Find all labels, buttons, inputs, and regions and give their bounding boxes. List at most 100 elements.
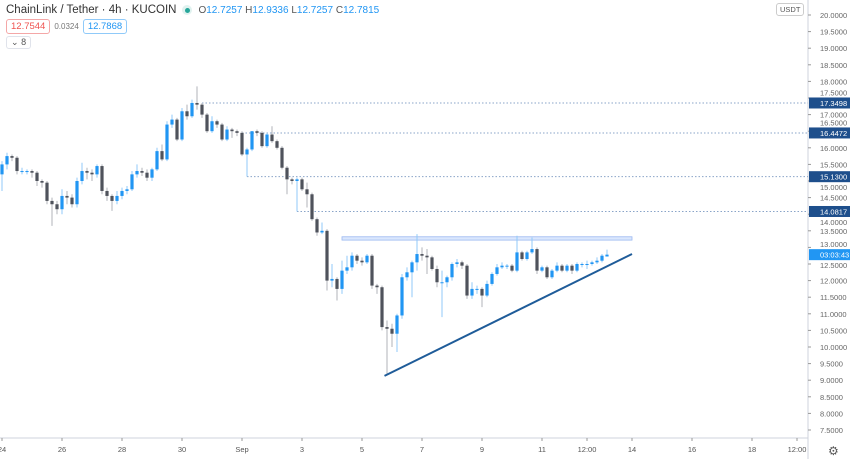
- indicators-toggle-button[interactable]: ⌄ 8: [6, 36, 32, 49]
- candle-body: [30, 171, 34, 173]
- candle-body: [445, 277, 449, 283]
- candle-body: [470, 288, 474, 296]
- candle-body: [415, 254, 419, 263]
- x-tick-label: 18: [748, 445, 756, 454]
- candle-body: [10, 156, 14, 158]
- candle-body: [370, 255, 374, 286]
- candle-body: [190, 102, 194, 117]
- candle-body: [235, 131, 239, 133]
- candle-body: [510, 265, 514, 271]
- y-tick-label: 12.0000: [820, 277, 847, 286]
- candle-body: [355, 255, 359, 261]
- chevron-down-icon: ⌄: [11, 37, 19, 47]
- candle-body: [425, 255, 429, 258]
- candle-body: [420, 254, 424, 256]
- x-tick-label: 3: [300, 445, 304, 454]
- candle-body: [70, 197, 74, 205]
- y-tick-label: 9.5000: [820, 360, 843, 369]
- candle-body: [560, 265, 564, 271]
- candle-body: [15, 157, 19, 172]
- candle-body: [180, 111, 184, 140]
- candle-body: [95, 166, 99, 175]
- y-tick-label: 12.5000: [820, 261, 847, 270]
- candle-body: [570, 265, 574, 271]
- currency-button[interactable]: USDT: [776, 3, 805, 16]
- candle-body: [515, 252, 519, 271]
- candle-body: [335, 278, 339, 289]
- y-tick-label: 7.5000: [820, 426, 843, 435]
- candle-body: [0, 164, 4, 175]
- gear-icon[interactable]: ⚙: [828, 444, 839, 458]
- y-tick-label: 19.5000: [820, 28, 847, 37]
- candle-body: [40, 181, 44, 183]
- candle-body: [210, 121, 214, 132]
- y-tick-label: 14.0000: [820, 218, 847, 227]
- x-tick-label: 12:00: [788, 445, 807, 454]
- candle-body: [285, 167, 289, 180]
- candle-body: [540, 267, 544, 271]
- x-tick-label: 30: [178, 445, 186, 454]
- candle-body: [55, 204, 59, 210]
- bid-ask-row: 12.7544 0.0324 12.7868: [6, 19, 128, 34]
- candle-body: [505, 265, 509, 267]
- candle-body: [165, 124, 169, 160]
- candle-body: [120, 190, 124, 196]
- y-tick-label: 16.0000: [820, 144, 847, 153]
- candle-body: [145, 172, 149, 178]
- x-tick-label: 12:00: [578, 445, 597, 454]
- candle-body: [375, 285, 379, 288]
- buy-button[interactable]: 12.7868: [82, 19, 128, 34]
- candle-body: [550, 270, 554, 278]
- candle-body: [85, 171, 89, 173]
- y-tick-label: 17.0000: [820, 111, 847, 120]
- candle-body: [270, 134, 274, 142]
- candle-body: [395, 315, 399, 334]
- candle-body: [245, 149, 249, 155]
- candle-body: [5, 156, 9, 165]
- x-tick-label: 26: [58, 445, 66, 454]
- candle-body: [475, 288, 479, 290]
- candle-body: [140, 171, 144, 173]
- y-tick-label: 18.0000: [820, 77, 847, 86]
- candle-body: [480, 288, 484, 296]
- y-tick-label: 11.5000: [820, 293, 847, 302]
- candle-body: [590, 262, 594, 264]
- level-price-label-bg: [809, 171, 850, 183]
- candle-body: [555, 265, 559, 271]
- y-tick-label: 17.5000: [820, 88, 847, 97]
- y-tick-label: 14.5000: [820, 194, 847, 203]
- level-price-label-bg: [809, 97, 850, 109]
- candle-body: [105, 190, 109, 196]
- resistance-zone: [341, 236, 633, 241]
- candle-body: [405, 272, 409, 278]
- candle-body: [125, 189, 129, 191]
- x-tick-label: 28: [118, 445, 126, 454]
- x-tick-label: 5: [360, 445, 364, 454]
- candle-body: [155, 151, 159, 170]
- candle-body: [435, 268, 439, 283]
- candle-body: [500, 265, 504, 268]
- candle-body: [575, 264, 579, 271]
- y-tick-label: 16.5000: [820, 118, 847, 127]
- candle-body: [315, 219, 319, 233]
- candle-body: [595, 260, 599, 263]
- candle-body: [330, 278, 334, 281]
- candle-body: [45, 182, 49, 201]
- x-tick-label: 9: [480, 445, 484, 454]
- y-tick-label: 10.0000: [820, 343, 847, 352]
- candle-body: [310, 194, 314, 220]
- candle-body: [200, 104, 204, 115]
- candle-body: [440, 282, 444, 284]
- candle-body: [530, 249, 534, 253]
- x-tick-label: 16: [688, 445, 696, 454]
- market-status-icon: [182, 5, 193, 15]
- candle-body: [160, 151, 164, 160]
- candle-body: [410, 262, 414, 273]
- candle-body: [35, 172, 39, 181]
- candle-body: [220, 124, 224, 140]
- sell-button[interactable]: 12.7544: [6, 19, 51, 34]
- symbol-title[interactable]: ChainLink / Tether · 4h · KUCOIN: [6, 4, 177, 16]
- candle-body: [150, 169, 154, 178]
- x-tick-label: 14: [628, 445, 636, 454]
